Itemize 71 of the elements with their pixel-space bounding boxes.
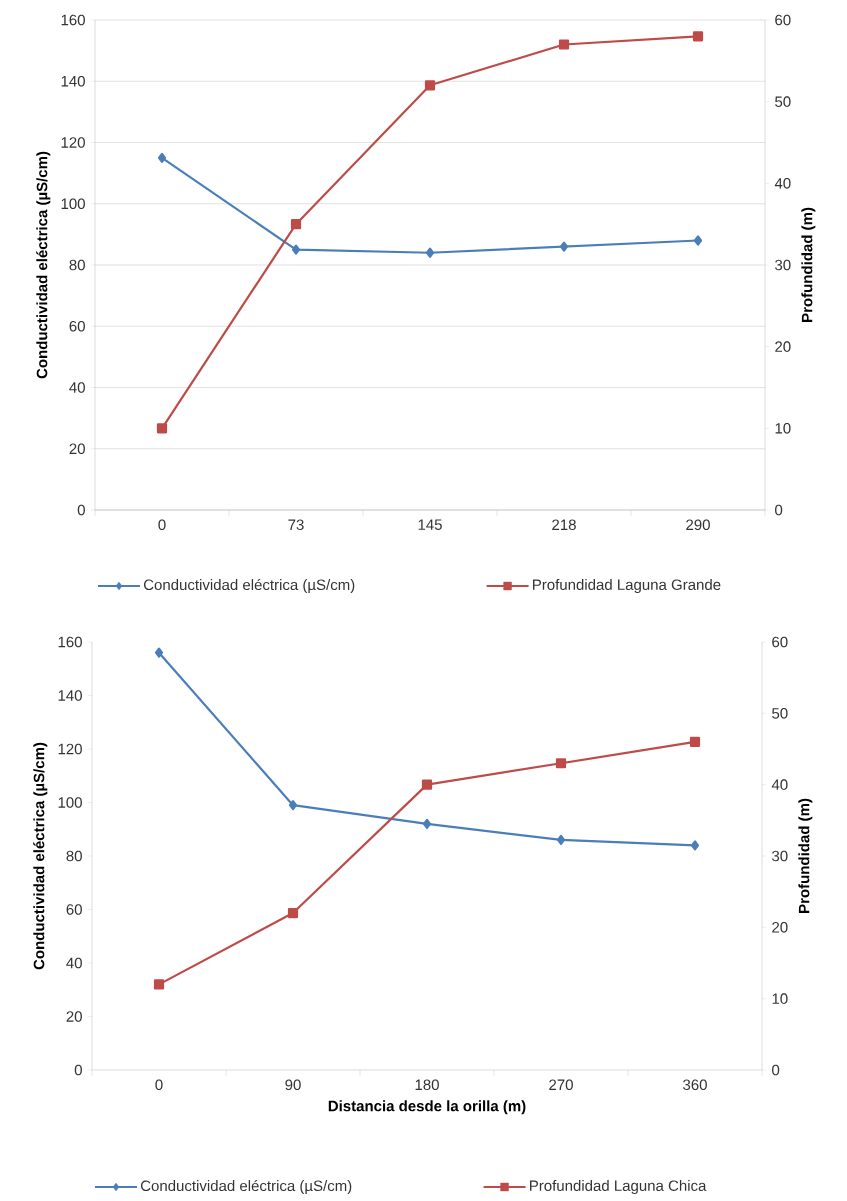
point [690, 840, 700, 851]
point [421, 779, 433, 790]
y-tick-label: 100 [61, 198, 85, 210]
point [559, 241, 569, 252]
y-axis-title: Conductividad eléctrica (µS/cm) [33, 742, 48, 970]
legend-label: Conductividad eléctrica (µS/cm) [143, 578, 355, 594]
x-tick-label: 90 [285, 1079, 301, 1091]
point [290, 219, 302, 230]
point [689, 736, 701, 747]
y2-axis-title: Profundidad (m) [801, 207, 816, 322]
y-tick-label: 60 [69, 320, 85, 332]
point [153, 979, 165, 990]
point [288, 800, 298, 811]
y2-tick-label: 10 [772, 993, 788, 1004]
y2-tick-label: 30 [772, 850, 788, 862]
y-tick-label: 160 [58, 636, 82, 648]
y2-tick-label: 10 [775, 423, 791, 434]
x-axis-title: Distancia desde la orilla (m) [328, 1100, 526, 1115]
y2-axis-title: Profundidad (m) [798, 798, 813, 913]
y2-tick-label: 60 [775, 14, 791, 26]
point [425, 247, 435, 258]
point [693, 235, 703, 246]
y-tick-label: 120 [61, 137, 85, 148]
y2-tick-label: 0 [775, 504, 783, 516]
y2-tick-label: 20 [772, 922, 788, 933]
y-tick-label: 20 [66, 1011, 82, 1022]
y-tick-label: 140 [58, 690, 82, 701]
y2-tick-label: 40 [771, 779, 788, 790]
x-tick-label: 145 [418, 519, 442, 530]
y-tick-label: 20 [69, 443, 85, 455]
x-tick-label: 0 [155, 1079, 163, 1091]
y2-tick-label: 20 [775, 341, 791, 352]
y-tick-label: 40 [66, 957, 82, 969]
point [156, 423, 168, 434]
x-tick-label: 218 [552, 519, 576, 531]
x-tick-label: 270 [549, 1079, 573, 1091]
y-tick-label: 80 [69, 259, 85, 271]
point [422, 818, 432, 829]
point [157, 152, 167, 163]
x-tick-label: 360 [683, 1079, 707, 1091]
y-tick-label: 120 [58, 743, 82, 755]
y-tick-label: 80 [66, 850, 82, 862]
point [291, 244, 301, 255]
legend-label: Conductividad eléctrica (µS/cm) [140, 1179, 352, 1195]
x-tick-label: 290 [686, 519, 710, 531]
x-tick-label: 0 [158, 519, 166, 531]
point [556, 834, 566, 846]
y-tick-label: 0 [74, 1064, 82, 1076]
point [558, 39, 570, 50]
point [424, 80, 436, 91]
y-axis-title: Conductividad eléctrica (µS/cm) [36, 151, 51, 379]
legend-label: Profundidad Laguna Grande [533, 579, 721, 593]
y-tick-label: 160 [61, 14, 85, 26]
y-tick-label: 100 [58, 797, 82, 808]
y-tick-label: 0 [77, 504, 85, 516]
x-tick-label: 73 [288, 519, 304, 531]
y2-tick-label: 50 [775, 96, 791, 107]
y2-tick-label: 50 [772, 708, 788, 719]
x-tick-label: 180 [415, 1079, 439, 1091]
y2-tick-label: 40 [774, 178, 791, 189]
legend-label: Profundidad Laguna Chica [530, 1180, 707, 1194]
y-tick-label: 40 [69, 382, 85, 393]
point [287, 907, 299, 919]
y2-tick-label: 30 [775, 259, 791, 271]
y-tick-label: 140 [61, 75, 85, 87]
y2-tick-label: 60 [772, 636, 788, 648]
point [692, 31, 704, 42]
y-tick-label: 60 [66, 904, 82, 915]
point [154, 647, 164, 658]
point [555, 758, 567, 769]
y2-tick-label: 0 [772, 1064, 780, 1076]
